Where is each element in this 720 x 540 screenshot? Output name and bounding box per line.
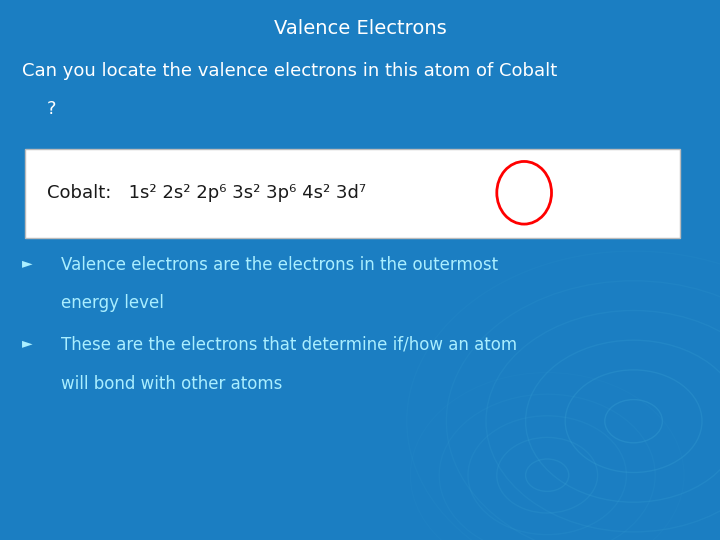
FancyBboxPatch shape [25,148,680,238]
Text: energy level: energy level [61,294,164,312]
Text: ►: ► [22,256,32,271]
Text: ►: ► [22,336,32,350]
Text: These are the electrons that determine if/how an atom: These are the electrons that determine i… [61,336,518,354]
Text: ?: ? [47,100,56,118]
Text: Can you locate the valence electrons in this atom of Cobalt: Can you locate the valence electrons in … [22,62,557,80]
Text: will bond with other atoms: will bond with other atoms [61,375,282,393]
Text: Cobalt:   1s² 2s² 2p⁶ 3s² 3p⁶ 4s² 3d⁷: Cobalt: 1s² 2s² 2p⁶ 3s² 3p⁶ 4s² 3d⁷ [47,184,366,202]
Text: Valence Electrons: Valence Electrons [274,19,446,38]
Text: Valence electrons are the electrons in the outermost: Valence electrons are the electrons in t… [61,256,498,274]
